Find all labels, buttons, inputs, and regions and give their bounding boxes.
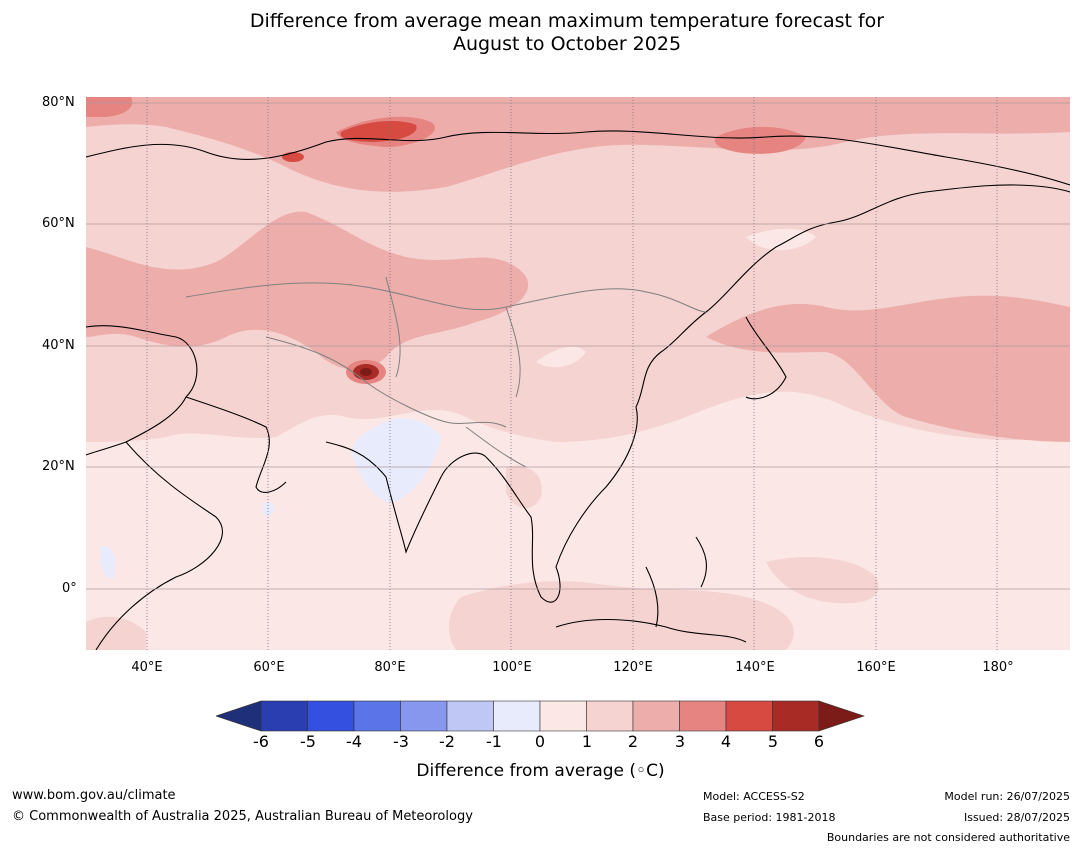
colorbar-cell <box>725 700 773 732</box>
anomaly-neg-india <box>351 418 441 503</box>
anomaly-1-2-pacific <box>766 557 879 604</box>
colorbar-tick-4: 4 <box>720 732 732 751</box>
anomaly-1-2-indochina <box>506 465 542 509</box>
lon-label-160e: 160°E <box>856 660 896 675</box>
anomaly-2-3-central-asia <box>86 211 529 370</box>
anomaly-2-3-nw-pacific <box>706 295 1070 442</box>
colorbar-tick-m2: -2 <box>439 732 455 751</box>
colorbar-cell <box>679 700 727 732</box>
anomaly-2-3-arctic <box>86 97 1070 192</box>
parallels <box>86 102 1070 590</box>
coastlines <box>86 130 1070 650</box>
colorbar-cell <box>353 700 401 732</box>
colorbar-tick-0: 0 <box>534 732 546 751</box>
lat-label-0: 0° <box>62 581 77 596</box>
map-svg <box>86 97 1070 650</box>
lon-label-140e: 140°E <box>735 660 775 675</box>
colorbar-tick-3: 3 <box>674 732 686 751</box>
lat-label-80n: 80°N <box>42 95 75 110</box>
footer-disclaimer: Boundaries are not considered authoritat… <box>826 831 1070 844</box>
footer-model-run: Model run: 26/07/2025 <box>944 790 1070 803</box>
anomaly-4-5-north-europe <box>282 152 304 162</box>
colorbar-tick-m3: -3 <box>393 732 409 751</box>
forecast-map <box>86 97 1070 650</box>
anomaly-1-2-maritime <box>449 581 794 650</box>
country-borders <box>185 276 707 468</box>
colorbar-cell <box>400 700 448 732</box>
lon-label-100e: 100°E <box>492 660 532 675</box>
lat-label-40n: 40°N <box>42 338 75 353</box>
footer-base-period: Base period: 1981-2018 <box>703 811 836 824</box>
colorbar-cell <box>539 700 587 732</box>
anomaly-3-4-scandinavia <box>86 97 133 117</box>
colorbar-extend-low <box>216 700 262 732</box>
colorbar-tick-m4: -4 <box>346 732 362 751</box>
colorbar-cell <box>307 700 355 732</box>
colorbar-cell <box>586 700 634 732</box>
footer-model: Model: ACCESS-S2 <box>703 790 805 803</box>
colorbar-cell <box>493 700 541 732</box>
meridians <box>146 97 998 650</box>
anomaly-tibet-core <box>360 368 372 376</box>
lat-label-60n: 60°N <box>42 216 75 231</box>
footer-issued: Issued: 28/07/2025 <box>963 811 1070 824</box>
lon-label-180: 180° <box>982 660 1014 675</box>
colorbar-extend-high <box>818 700 865 732</box>
colorbar-tick-m6: -6 <box>253 732 269 751</box>
lat-label-20n: 20°N <box>42 459 75 474</box>
title-line-1: Difference from average mean maximum tem… <box>249 10 885 32</box>
colorbar-cell <box>772 700 820 732</box>
lon-label-120e: 120°E <box>613 660 653 675</box>
chart-title: Difference from average mean maximum tem… <box>0 10 1081 56</box>
colorbar-cell <box>446 700 494 732</box>
lon-label-80e: 80°E <box>374 660 406 675</box>
colorbar-tick-m5: -5 <box>300 732 316 751</box>
footer-copyright: © Commonwealth of Australia 2025, Austra… <box>12 809 473 824</box>
footer-url: www.bom.gov.au/climate <box>12 788 176 803</box>
colorbar-tick-m1: -1 <box>486 732 502 751</box>
anomaly-4-5-barents <box>340 121 417 142</box>
colorbar-label: Difference from average (◦C) <box>416 761 665 781</box>
colorbar-tick-1: 1 <box>581 732 593 751</box>
lon-label-60e: 60°E <box>253 660 285 675</box>
colorbar-tick-2: 2 <box>627 732 639 751</box>
anomaly-3-4-siberia <box>714 126 806 154</box>
colorbar-cell <box>260 700 308 732</box>
title-line-2: August to October 2025 <box>452 33 682 55</box>
colorbar-tick-6: 6 <box>813 732 825 751</box>
colorbar-tick-5: 5 <box>767 732 779 751</box>
colorbar-cell <box>632 700 680 732</box>
anomaly-0-1-china <box>536 346 586 368</box>
lon-label-40e: 40°E <box>131 660 163 675</box>
colorbar-cells <box>216 700 865 732</box>
anomaly-neg-east-africa <box>100 546 116 578</box>
colorbar <box>216 700 865 732</box>
